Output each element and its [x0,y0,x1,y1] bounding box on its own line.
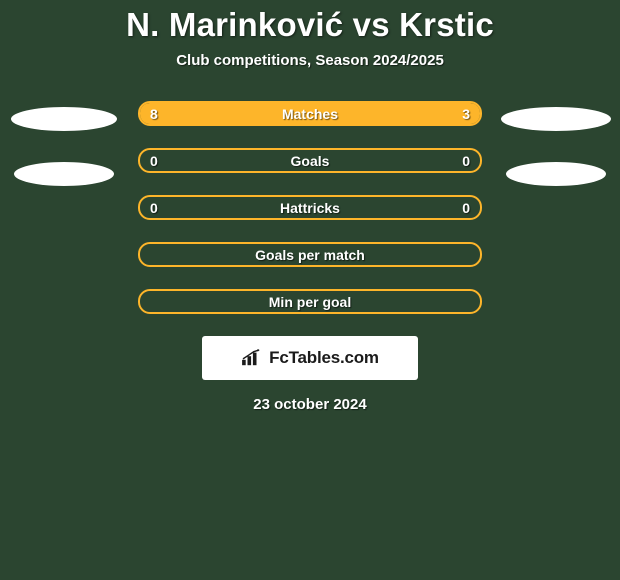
fctables-logo[interactable]: FcTables.com [202,336,418,380]
logo-text: FcTables.com [269,348,379,368]
page-subtitle: Club competitions, Season 2024/2025 [176,52,444,69]
avatar-placeholder [14,162,114,186]
bar-chart-icon [241,349,263,367]
stat-bar: Goals per match [138,242,482,267]
page-title: N. Marinković vs Krstic [126,6,494,44]
stat-value-left: 8 [150,106,158,122]
player-right-avatars [500,101,612,217]
stats-bars: 8 3 Matches 0 0 Goals 0 0 Hattricks Goals per mat… [138,101,482,314]
stat-value-right: 3 [462,106,470,122]
body-row: 8 3 Matches 0 0 Goals 0 0 Hattricks Goals per mat… [0,101,620,314]
stat-label: Goals per match [255,247,365,263]
generated-date: 23 october 2024 [253,396,366,413]
stat-label: Hattricks [280,200,340,216]
stat-bar: 0 0 Hattricks [138,195,482,220]
stat-label: Min per goal [269,294,351,310]
stat-value-right: 0 [462,153,470,169]
stat-bar-fill-left [140,103,378,124]
stat-bar: Min per goal [138,289,482,314]
stat-label: Matches [282,106,338,122]
player-left-avatars [8,101,120,217]
stat-label: Goals [291,153,330,169]
stat-bar: 8 3 Matches [138,101,482,126]
stat-value-right: 0 [462,200,470,216]
avatar-placeholder [501,107,611,131]
stat-bar: 0 0 Goals [138,148,482,173]
avatar-placeholder [11,107,117,131]
stat-value-left: 0 [150,200,158,216]
stat-value-left: 0 [150,153,158,169]
avatar-placeholder [506,162,606,186]
stats-card: N. Marinković vs Krstic Club competition… [0,0,620,580]
